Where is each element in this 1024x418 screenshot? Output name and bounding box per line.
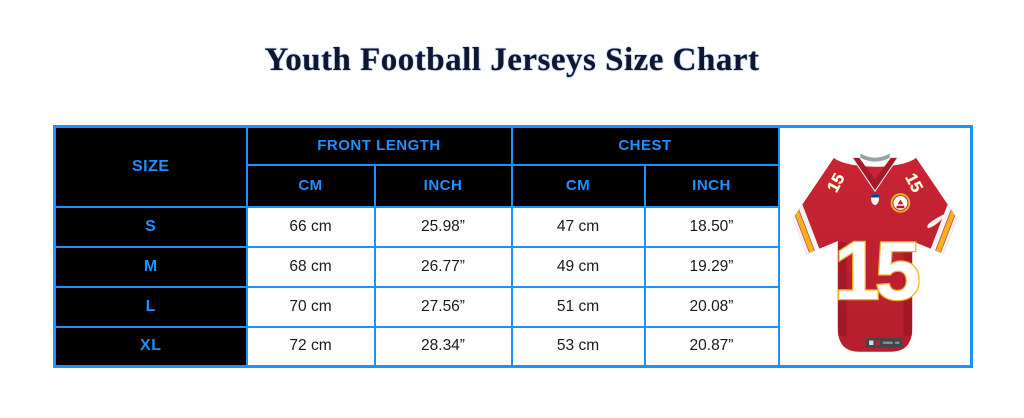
cell-front-inch: 26.77” xyxy=(373,245,513,288)
header-row-units: CM INCH CM INCH xyxy=(55,163,972,208)
jersey-body xyxy=(792,157,957,352)
table-row-xl: XL 72 cm 28.34” 53 cm 20.87” xyxy=(53,325,972,368)
cell-chest-cm: 49 cm xyxy=(510,245,646,288)
size-chart: SIZE FRONT LENGTH CHEST xyxy=(53,125,973,368)
cell-front-cm: 72 cm xyxy=(245,325,376,368)
table-row-m: M 68 cm 26.77” 49 cm 19.29” xyxy=(53,245,972,288)
size-chart-table: SIZE FRONT LENGTH CHEST xyxy=(53,125,973,368)
chest-header: CHEST xyxy=(510,125,780,166)
cell-front-cm: 68 cm xyxy=(245,245,376,288)
front-length-header: FRONT LENGTH xyxy=(245,125,513,166)
size-label: M xyxy=(53,245,248,288)
cell-chest-inch: 18.50” xyxy=(643,205,780,248)
size-label: S xyxy=(53,205,248,248)
front-length-cm-header: CM xyxy=(245,163,376,208)
cell-front-cm: 66 cm xyxy=(245,205,376,248)
size-label: XL xyxy=(53,325,248,368)
cell-chest-cm: 47 cm xyxy=(510,205,646,248)
size-label: L xyxy=(53,285,248,328)
jock-tag xyxy=(865,337,903,347)
chest-inch-header: INCH xyxy=(643,163,780,208)
cell-chest-cm: 51 cm xyxy=(510,285,646,328)
cell-chest-cm: 53 cm xyxy=(510,325,646,368)
inner-collar-band xyxy=(860,153,890,162)
jersey-product-image: 15 15 15 xyxy=(792,153,957,352)
cell-front-inch: 28.34” xyxy=(373,325,513,368)
nfl-shield-icon xyxy=(870,193,879,205)
chest-number: 15 xyxy=(834,225,919,316)
team-patch-icon xyxy=(890,192,910,213)
collar xyxy=(852,157,898,191)
nike-swoosh-icon xyxy=(927,212,948,228)
chest-cm-header: CM xyxy=(510,163,646,208)
cell-front-cm: 70 cm xyxy=(245,285,376,328)
cell-chest-inch: 20.08” xyxy=(643,285,780,328)
size-column-header: SIZE xyxy=(53,125,248,208)
jersey-product-cell: 15 15 15 xyxy=(777,125,973,368)
cell-chest-inch: 19.29” xyxy=(643,245,780,288)
header-row-groups: SIZE FRONT LENGTH CHEST xyxy=(53,125,973,368)
front-length-inch-header: INCH xyxy=(373,163,513,208)
cell-chest-inch: 20.87” xyxy=(643,325,780,368)
page-title: Youth Football Jerseys Size Chart xyxy=(264,42,760,78)
cell-front-inch: 25.98” xyxy=(373,205,513,248)
table-row-l: L 70 cm 27.56” 51 cm 20.08” xyxy=(53,285,972,328)
table-row-s: S 66 cm 25.98” 47 cm 18.50” xyxy=(53,205,972,248)
cell-front-inch: 27.56” xyxy=(373,285,513,328)
